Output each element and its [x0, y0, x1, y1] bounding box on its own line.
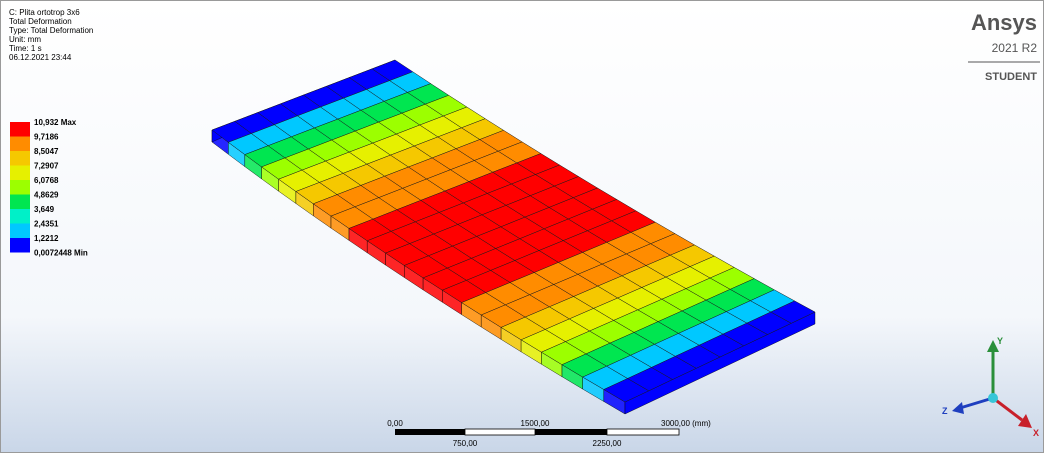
legend-label: 1,2212	[34, 234, 59, 243]
viewport: C: Plita ortotrop 3x6Total DeformationTy…	[0, 0, 1044, 453]
logo-version: 2021 R2	[992, 41, 1038, 55]
legend-label: 8,5047	[34, 147, 59, 156]
scale-label: 0,00	[387, 419, 403, 428]
legend-label: 0,0072448 Min	[34, 249, 88, 258]
header-line: 06.12.2021 23:44	[9, 53, 72, 62]
scale-segment	[535, 429, 607, 435]
logo-edition: STUDENT	[985, 71, 1037, 83]
legend-label: 2,4351	[34, 220, 59, 229]
header-line: C: Plita ortotrop 3x6	[9, 8, 80, 17]
legend-swatch	[10, 195, 30, 210]
triad-z-label: Z	[942, 406, 948, 416]
page: C: Plita ortotrop 3x6Total DeformationTy…	[0, 0, 1044, 458]
legend-swatch	[10, 137, 30, 152]
legend-label: 10,932 Max	[34, 118, 77, 127]
legend-swatch	[10, 180, 30, 195]
scale-segment	[607, 429, 679, 435]
legend-label: 9,7186	[34, 133, 59, 142]
header-line: Time: 1 s	[9, 44, 42, 53]
legend-swatch	[10, 224, 30, 239]
scale-label: 2250,00	[593, 439, 622, 448]
legend-swatch	[10, 166, 30, 181]
triad-y-label: Y	[997, 336, 1003, 346]
header-line: Type: Total Deformation	[9, 26, 93, 35]
scale-segment	[395, 429, 465, 435]
legend-swatch	[10, 151, 30, 166]
scale-label: 750,00	[453, 439, 478, 448]
legend-label: 7,2907	[34, 162, 59, 171]
legend-label: 3,649	[34, 205, 55, 214]
logo-brand: Ansys	[971, 10, 1037, 35]
legend-swatch	[10, 238, 30, 253]
scale-label: 3000,00 (mm)	[661, 419, 711, 428]
header-line: Unit: mm	[9, 35, 41, 44]
legend-swatch	[10, 122, 30, 137]
legend-label: 6,0768	[34, 176, 59, 185]
legend-label: 4,8629	[34, 191, 59, 200]
scale-label: 1500,00	[521, 419, 550, 428]
scale-segment	[465, 429, 535, 435]
legend-swatch	[10, 209, 30, 224]
header-line: Total Deformation	[9, 17, 72, 26]
triad-origin	[988, 393, 998, 403]
triad-x-label: X	[1033, 428, 1039, 438]
